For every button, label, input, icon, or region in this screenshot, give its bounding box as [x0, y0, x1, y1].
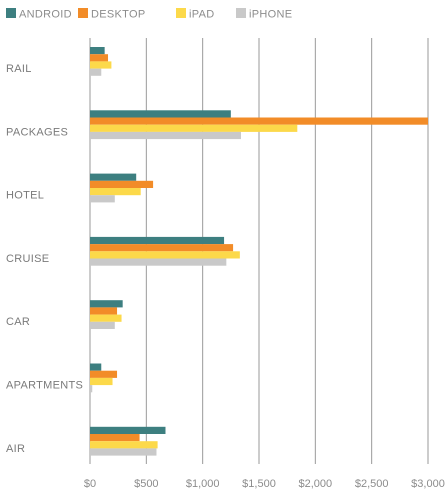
legend-label-iphone: iPHONE	[249, 9, 292, 21]
legend-swatch-android	[6, 8, 16, 18]
x-tick-label: $2,500	[355, 478, 389, 490]
bar-car-ipad	[90, 314, 122, 322]
bar-cruise-desktop	[90, 244, 234, 252]
bar-rail-android	[90, 47, 105, 55]
bar-hotel-iphone	[90, 195, 115, 203]
category-labels: RAIL PACKAGES HOTEL CRUISE CAR APARTMENTS AIR	[6, 63, 83, 455]
bar-air-desktop	[90, 434, 140, 442]
legend-label-android: ANDROID	[19, 9, 72, 21]
legend-label-ipad: iPAD	[189, 9, 214, 21]
bars	[90, 47, 428, 456]
x-tick-label: $1,000	[186, 478, 220, 490]
bar-rail-desktop	[90, 54, 109, 62]
bar-air-iphone	[90, 448, 157, 456]
legend: ANDROID DESKTOP iPAD iPHONE	[6, 8, 292, 21]
bar-car-iphone	[90, 321, 115, 329]
legend-swatch-ipad	[176, 8, 186, 18]
category-label-car: CAR	[6, 316, 30, 328]
bar-packages-ipad	[90, 124, 298, 132]
bar-air-android	[90, 426, 166, 434]
bar-apartments-iphone	[90, 385, 93, 393]
bar-cruise-ipad	[90, 251, 240, 259]
x-axis-tick-labels: $0 $500 $1,000 $1,500 $2,000 $2,500 $3,000	[84, 478, 445, 490]
bar-hotel-desktop	[90, 180, 154, 188]
legend-swatch-iphone	[236, 8, 246, 18]
legend-swatch-desktop	[78, 8, 88, 18]
bar-rail-iphone	[90, 68, 102, 76]
bar-car-android	[90, 300, 123, 308]
legend-label-desktop: DESKTOP	[91, 9, 145, 21]
bar-car-desktop	[90, 307, 118, 315]
bar-cruise-android	[90, 236, 225, 245]
bar-apartments-ipad	[90, 377, 113, 386]
bar-air-ipad	[90, 441, 158, 449]
bar-packages-android	[90, 110, 231, 118]
bar-hotel-ipad	[90, 188, 141, 196]
bar-hotel-android	[90, 173, 137, 181]
x-tick-label: $3,000	[411, 478, 445, 490]
bar-rail-ipad	[90, 61, 112, 69]
category-label-air: AIR	[6, 443, 25, 455]
x-tick-label: $1,500	[242, 478, 276, 490]
x-tick-label: $2,000	[299, 478, 333, 490]
x-tick-label: $500	[134, 478, 158, 490]
category-label-packages: PACKAGES	[6, 126, 68, 138]
bar-apartments-desktop	[90, 370, 118, 378]
category-label-rail: RAIL	[6, 63, 32, 75]
bar-cruise-iphone	[90, 258, 227, 266]
category-label-hotel: HOTEL	[6, 190, 44, 202]
category-label-cruise: CRUISE	[6, 253, 49, 265]
bar-apartments-android	[90, 363, 102, 371]
x-tick-label: $0	[84, 478, 96, 490]
category-label-apartments: APARTMENTS	[6, 380, 83, 392]
bar-packages-desktop	[90, 117, 428, 125]
bar-packages-iphone	[90, 131, 241, 140]
